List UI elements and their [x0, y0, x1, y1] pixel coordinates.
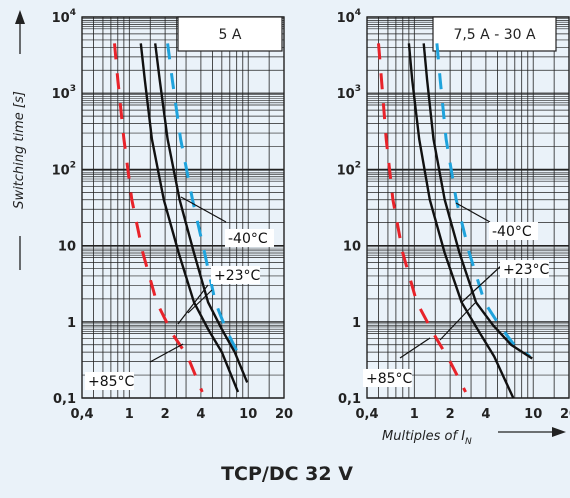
y-tick-label: 102 — [52, 160, 76, 178]
y-tick-label: 10 — [58, 240, 76, 255]
annotation-label: +23°C — [503, 262, 550, 278]
x-tick-label: 4 — [481, 407, 490, 422]
x-tick-label: 10 — [524, 407, 542, 422]
panel-title-box — [432, 16, 557, 52]
y-tick-label: 0,1 — [53, 392, 76, 407]
panel-title: 5 A — [219, 27, 242, 43]
panel-title-box — [177, 16, 283, 52]
annotation-label: +85°C — [88, 374, 135, 390]
annotation-background — [211, 266, 260, 284]
series-line-nominal-1 — [407, 43, 515, 399]
x-axis-label: Multiples of IN — [382, 429, 472, 447]
y-tick-label: 10 — [343, 240, 361, 255]
annotation-background — [489, 222, 538, 240]
x-tick-label: 0,4 — [70, 407, 93, 422]
y-tick-label: 104 — [337, 8, 361, 26]
annotation-background — [225, 229, 274, 247]
annotation-label: -40°C — [228, 231, 268, 247]
annotation-label: +85°C — [366, 371, 413, 387]
x-tick-label: 20 — [560, 407, 570, 422]
series-line-hot-low — [113, 43, 204, 393]
y-tick-label: 1 — [67, 316, 76, 331]
x-tick-label: 10 — [239, 407, 257, 422]
chart-panel-7-5a-30a: 7,5 A - 30 A1041031021010,10,41241020-40… — [337, 8, 570, 422]
annotation-leader — [180, 196, 227, 223]
y-tick-label: 1 — [352, 316, 361, 331]
y-tick-label: 103 — [52, 84, 76, 102]
annotation-label: -40°C — [492, 224, 532, 240]
series-line-cold-high — [435, 43, 531, 358]
annotation-leader — [399, 337, 431, 359]
x-tick-label: 0,4 — [355, 407, 378, 422]
panel-title: 7,5 A - 30 A — [453, 27, 536, 43]
x-axis-arrowhead — [552, 427, 566, 437]
chart-title: TCP/DC 32 V — [221, 463, 353, 485]
annotation-background — [500, 260, 549, 278]
x-tick-label: 20 — [275, 407, 293, 422]
annotation-background — [363, 369, 412, 387]
x-tick-label: 2 — [446, 407, 455, 422]
series-line-nominal-2 — [154, 43, 249, 383]
annotation-background — [85, 372, 134, 390]
y-tick-label: 104 — [52, 8, 76, 26]
y-axis-label: Switching time [s] — [12, 91, 27, 209]
y-axis-arrowhead — [15, 10, 25, 24]
x-tick-label: 1 — [125, 407, 134, 422]
series-line-nominal-2 — [422, 43, 533, 360]
series-line-hot-low — [377, 43, 467, 393]
annotation-label: +23°C — [214, 268, 261, 284]
x-tick-label: 4 — [196, 407, 205, 422]
annotation-leader — [149, 343, 184, 363]
series-line-nominal-1 — [139, 43, 240, 393]
annotation-leader — [455, 202, 491, 223]
y-tick-label: 103 — [337, 84, 361, 102]
series-line-cold-high — [166, 43, 245, 363]
annotation-leader — [461, 264, 503, 303]
x-tick-label: 2 — [161, 407, 170, 422]
annotation-leader — [439, 302, 476, 341]
x-tick-label: 1 — [410, 407, 419, 422]
y-tick-label: 0,1 — [338, 392, 361, 407]
annotation-leader — [187, 289, 213, 314]
annotation-leader — [177, 284, 209, 325]
y-tick-label: 102 — [337, 160, 361, 178]
